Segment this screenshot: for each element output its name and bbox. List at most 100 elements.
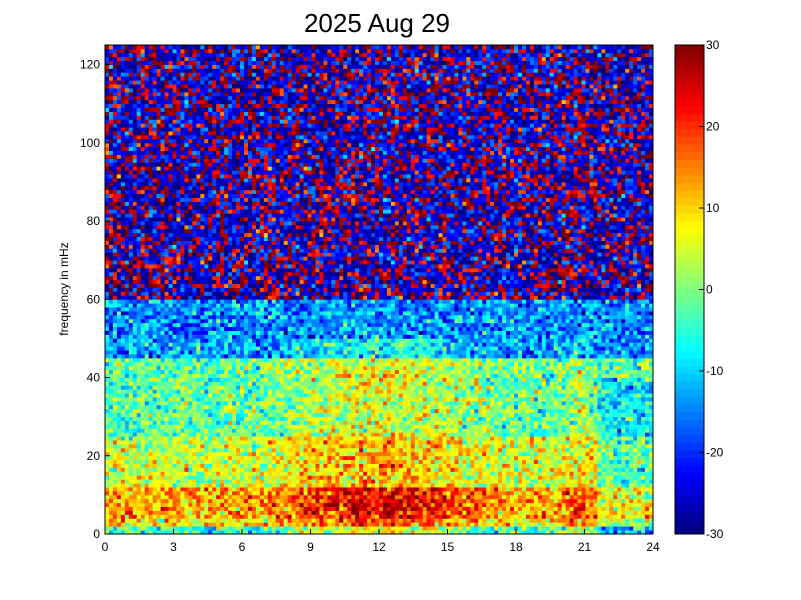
heatmap-cell	[228, 299, 233, 304]
heatmap-cell	[164, 408, 169, 414]
heatmap-cell	[156, 412, 161, 418]
heatmap-cell	[240, 217, 245, 222]
heatmap-cell	[240, 72, 245, 77]
heatmap-cell	[220, 60, 225, 65]
heatmap-cell	[208, 393, 213, 398]
heatmap-cell	[251, 526, 257, 531]
heatmap-cell	[124, 95, 130, 101]
heatmap-cell	[108, 107, 114, 112]
heatmap-cell	[164, 459, 169, 464]
heatmap-cell	[224, 494, 229, 500]
heatmap-cell	[152, 197, 158, 202]
heatmap-cell	[184, 400, 189, 406]
heatmap-cell	[188, 365, 193, 371]
heatmap-cell	[243, 123, 249, 128]
heatmap-cell	[144, 158, 150, 163]
heatmap-cell	[228, 416, 233, 421]
heatmap-cell	[247, 76, 253, 81]
heatmap-cell	[188, 236, 193, 241]
heatmap-cell	[247, 240, 253, 245]
heatmap-cell	[240, 432, 245, 437]
heatmap-cell	[200, 95, 205, 101]
heatmap-cell	[259, 314, 265, 320]
heatmap-cell	[128, 115, 134, 120]
heatmap-cell	[192, 256, 197, 261]
heatmap-cell	[172, 502, 177, 508]
heatmap-cell	[243, 217, 249, 222]
heatmap-cell	[247, 115, 253, 120]
heatmap-cell	[120, 142, 126, 148]
heatmap-cell	[180, 502, 185, 508]
heatmap-cell	[124, 326, 130, 331]
heatmap-cell	[259, 318, 265, 324]
heatmap-cell	[220, 318, 225, 324]
heatmap-cell	[112, 88, 118, 93]
heatmap-cell	[152, 467, 158, 472]
heatmap-cell	[200, 440, 205, 445]
heatmap-cell	[247, 490, 253, 496]
heatmap-cell	[136, 287, 142, 292]
heatmap-cell	[148, 365, 154, 371]
heatmap-cell	[160, 475, 165, 480]
heatmap-cell	[128, 142, 134, 148]
heatmap-cell	[192, 346, 197, 351]
heatmap-cell	[184, 510, 189, 515]
heatmap-cell	[208, 271, 213, 277]
heatmap-cell	[192, 142, 197, 148]
heatmap-cell	[224, 260, 229, 265]
heatmap-cell	[188, 68, 193, 73]
heatmap-cell	[243, 440, 249, 445]
heatmap-cell	[216, 80, 221, 85]
heatmap-cell	[212, 428, 217, 433]
heatmap-cell	[144, 455, 150, 461]
heatmap-cell	[212, 373, 217, 378]
heatmap-cell	[236, 228, 241, 234]
heatmap-cell	[255, 377, 261, 382]
heatmap-cell	[212, 291, 217, 296]
heatmap-cell	[176, 52, 181, 58]
heatmap-cell	[124, 369, 130, 375]
heatmap-cell	[148, 311, 154, 316]
heatmap-cell	[259, 248, 265, 253]
heatmap-cell	[144, 518, 150, 523]
heatmap-cell	[192, 115, 197, 120]
heatmap-cell	[168, 361, 173, 367]
heatmap-cell	[255, 530, 261, 534]
heatmap-cell	[243, 303, 249, 308]
heatmap-cell	[196, 369, 201, 375]
heatmap-cell	[116, 119, 122, 124]
heatmap-cell	[148, 444, 154, 449]
heatmap-cell	[172, 475, 177, 480]
heatmap-cell	[140, 334, 146, 339]
heatmap-cell	[124, 404, 130, 410]
heatmap-cell	[188, 412, 193, 418]
heatmap-cell	[108, 256, 114, 261]
heatmap-cell	[216, 404, 221, 410]
heatmap-cell	[168, 185, 173, 191]
heatmap-cell	[152, 209, 158, 214]
heatmap-cell	[136, 283, 142, 288]
heatmap-cell	[116, 252, 122, 257]
heatmap-cell	[255, 447, 261, 453]
heatmap-cell	[156, 400, 161, 406]
heatmap-cell	[156, 279, 161, 285]
heatmap-cell	[132, 303, 138, 308]
heatmap-cell	[160, 213, 165, 218]
heatmap-cell	[120, 193, 126, 198]
heatmap-cell	[204, 475, 209, 480]
heatmap-cell	[108, 455, 114, 461]
heatmap-cell	[172, 197, 177, 202]
heatmap-cell	[228, 252, 233, 257]
heatmap-cell	[156, 467, 161, 472]
heatmap-cell	[236, 475, 241, 480]
heatmap-cell	[224, 95, 229, 101]
heatmap-cell	[148, 361, 154, 367]
heatmap-cell	[124, 416, 130, 421]
heatmap-cell	[116, 318, 122, 324]
heatmap-cell	[255, 95, 261, 101]
heatmap-cell	[224, 64, 229, 69]
heatmap-cell	[204, 111, 209, 116]
heatmap-cell	[228, 381, 233, 386]
heatmap-cell	[140, 369, 146, 375]
heatmap-cell	[164, 463, 169, 468]
